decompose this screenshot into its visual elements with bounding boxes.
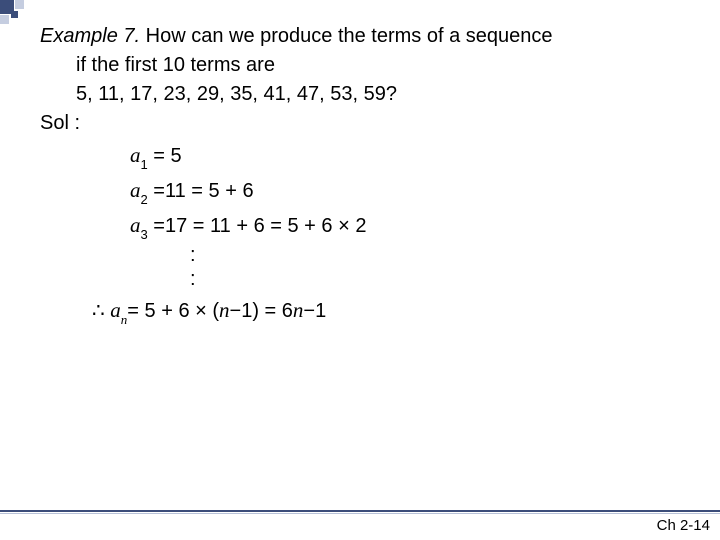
step-a1: a1 = 5 bbox=[40, 140, 696, 173]
step-a3: a3 =17 = 11 + 6 = 5 + 6 × 2 bbox=[40, 210, 696, 243]
slide-content: Example 7. How can we produce the terms … bbox=[40, 22, 696, 327]
page-footer: Ch 2-14 bbox=[657, 517, 710, 534]
conclusion: ∴ an= 5 + 6 × (n−1) = 6n−1 bbox=[40, 295, 696, 328]
solution-label: Sol : bbox=[40, 109, 696, 138]
vdots-2: : bbox=[40, 267, 696, 291]
vdots-1: : bbox=[40, 243, 696, 267]
step-a2: a2 =11 = 5 + 6 bbox=[40, 175, 696, 208]
example-heading: Example 7. How can we produce the terms … bbox=[40, 22, 696, 51]
therefore-symbol: ∴ bbox=[92, 300, 105, 322]
example-label: Example 7. bbox=[40, 25, 140, 47]
question-line3: 5, 11, 17, 23, 29, 35, 41, 47, 53, 59? bbox=[40, 80, 696, 109]
question-line2: if the first 10 terms are bbox=[40, 51, 696, 80]
footer-divider bbox=[0, 510, 720, 512]
corner-decoration bbox=[0, 0, 36, 36]
footer-divider-light bbox=[0, 513, 720, 514]
question-line1: How can we produce the terms of a sequen… bbox=[146, 25, 553, 47]
